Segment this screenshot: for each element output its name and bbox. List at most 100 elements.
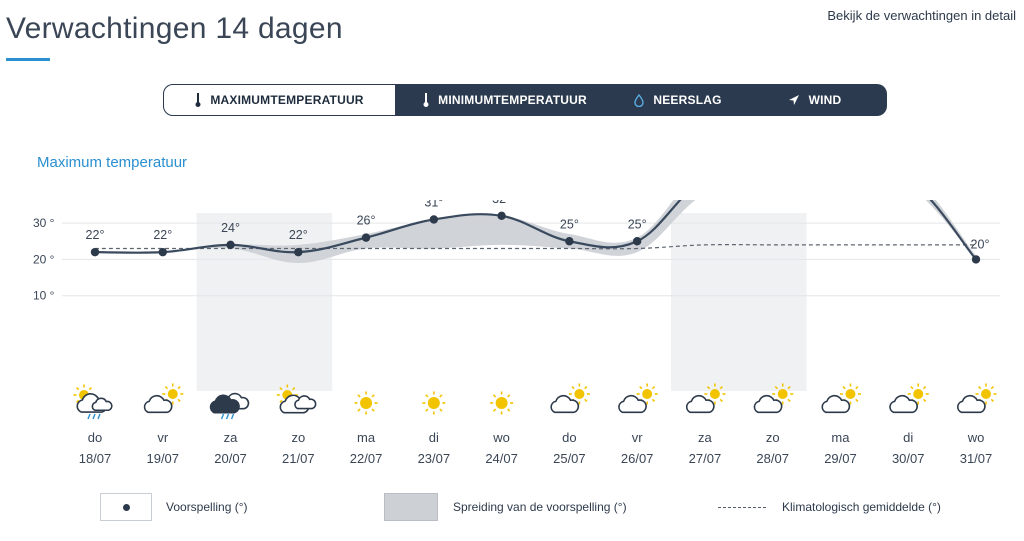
legend-forecast-swatch: [100, 493, 152, 521]
day-name: za: [698, 430, 713, 445]
y-tick-label: 10 °: [33, 289, 55, 303]
rain-icon: [230, 413, 235, 420]
tab-precipitation[interactable]: NEERSLAG: [614, 84, 742, 116]
sun-icon: [839, 383, 861, 405]
day-date: 18/07: [79, 451, 112, 466]
thermometer-icon: [195, 93, 201, 107]
drizzle-icon: [97, 413, 101, 420]
forecast-point: [497, 211, 506, 221]
day-name: do: [562, 430, 576, 445]
day-date: 24/07: [485, 451, 518, 466]
thermometer-icon: [423, 93, 429, 107]
data-label: 22°: [289, 228, 308, 242]
day-date: 20/07: [214, 451, 247, 466]
cloud-icon: [143, 394, 173, 414]
day-name: ma: [831, 430, 850, 445]
sun-icon: [422, 391, 446, 415]
forecast-point: [90, 247, 100, 257]
data-label: 22°: [153, 228, 172, 242]
chart-legend: Voorspelling (°) Spreiding van de voorsp…: [0, 488, 1024, 524]
day-name: zo: [766, 430, 780, 445]
data-label: 24°: [221, 221, 240, 235]
detail-forecast-link[interactable]: Bekijk de verwachtingen in detail: [827, 8, 1016, 23]
day-date: 25/07: [553, 451, 586, 466]
tab-label: MINIMUMTEMPERATUUR: [438, 93, 587, 107]
day-name: zo: [291, 430, 305, 445]
forecast-type-tabs: MAXIMUMTEMPERATUUR MINIMUMTEMPERATUUR NE…: [163, 84, 887, 116]
tab-wind[interactable]: WIND: [742, 84, 887, 116]
day-name: vr: [157, 430, 169, 445]
legend-spread-swatch: [384, 493, 438, 521]
forecast-point: [971, 255, 981, 264]
sun-icon: [354, 391, 378, 415]
day-date: 30/07: [892, 451, 925, 466]
page-title: Verwachtingen 14 dagen: [6, 12, 343, 45]
data-label: 31°: [424, 200, 443, 209]
day-name: di: [429, 430, 439, 445]
raindrop-icon: [634, 93, 645, 107]
spread-area: [95, 200, 976, 264]
tab-label: WIND: [808, 93, 842, 107]
day-name: ma: [357, 430, 376, 445]
legend-spread-label: Spreiding van de voorspelling (°): [453, 500, 627, 514]
day-name: za: [224, 430, 239, 445]
title-underline: [6, 58, 50, 61]
sun-icon: [490, 391, 514, 415]
day-date: 29/07: [824, 451, 857, 466]
data-label: 26°: [357, 214, 376, 228]
y-tick-label: 30 °: [33, 216, 55, 230]
data-label: 20°: [971, 237, 990, 251]
cloud-icon: [294, 395, 317, 410]
day-date: 19/07: [146, 451, 179, 466]
forecast-point: [361, 233, 371, 242]
forecast-point: [226, 240, 235, 250]
day-name: wo: [492, 430, 510, 445]
tab-minimum-temperature[interactable]: MINIMUMTEMPERATUUR: [396, 84, 614, 116]
y-tick-label: 20 °: [33, 252, 55, 266]
day-name: vr: [632, 430, 644, 445]
forecast-point: [429, 215, 439, 224]
day-date: 31/07: [960, 451, 993, 466]
cloud-icon: [685, 394, 715, 414]
day-date: 28/07: [756, 451, 789, 466]
day-date: 21/07: [282, 451, 315, 466]
day-name: wo: [967, 430, 985, 445]
legend-climate-label: Klimatologisch gemiddelde (°): [782, 500, 941, 514]
cloud-icon: [957, 394, 986, 414]
rain-icon: [220, 413, 225, 420]
temperature-chart: 10 °20 °30 °40 °50 °22°22°24°22°26°31°32…: [33, 200, 1000, 466]
day-date: 26/07: [621, 451, 654, 466]
tab-label: NEERSLAG: [653, 93, 722, 107]
dark-cloud-icon: [209, 394, 240, 414]
weekend-band: [671, 213, 807, 391]
cloud-icon: [618, 394, 647, 414]
legend-forecast-label: Voorspelling (°): [166, 500, 248, 514]
legend-climate-dash: [718, 507, 766, 508]
data-label: 25°: [560, 217, 579, 231]
forecast-point: [632, 237, 642, 246]
day-date: 27/07: [689, 451, 722, 466]
day-name: do: [88, 430, 102, 445]
cloud-icon: [821, 394, 851, 414]
forecast-dot-icon: [123, 504, 130, 511]
day-name: di: [903, 430, 913, 445]
chart-heading: Maximum temperatuur: [37, 154, 188, 171]
cloud-icon: [550, 394, 580, 414]
forecast-point: [158, 247, 167, 257]
weekend-band: [196, 213, 333, 391]
forecast-point: [294, 247, 303, 257]
data-label: 25°: [628, 217, 647, 231]
cloud-icon: [889, 394, 918, 414]
cloud-icon: [753, 394, 783, 414]
data-label: 22°: [86, 228, 105, 242]
climate-average-line: [94, 243, 976, 250]
day-date: 22/07: [350, 451, 383, 466]
tab-label: MAXIMUMTEMPERATUUR: [210, 93, 364, 107]
cloud-icon: [91, 397, 113, 412]
day-date: 23/07: [418, 451, 451, 466]
tab-maximum-temperature[interactable]: MAXIMUMTEMPERATUUR: [163, 84, 396, 116]
drizzle-icon: [87, 413, 91, 420]
data-label: 32°: [492, 200, 511, 206]
drizzle-icon: [92, 413, 96, 420]
rain-icon: [225, 413, 230, 420]
